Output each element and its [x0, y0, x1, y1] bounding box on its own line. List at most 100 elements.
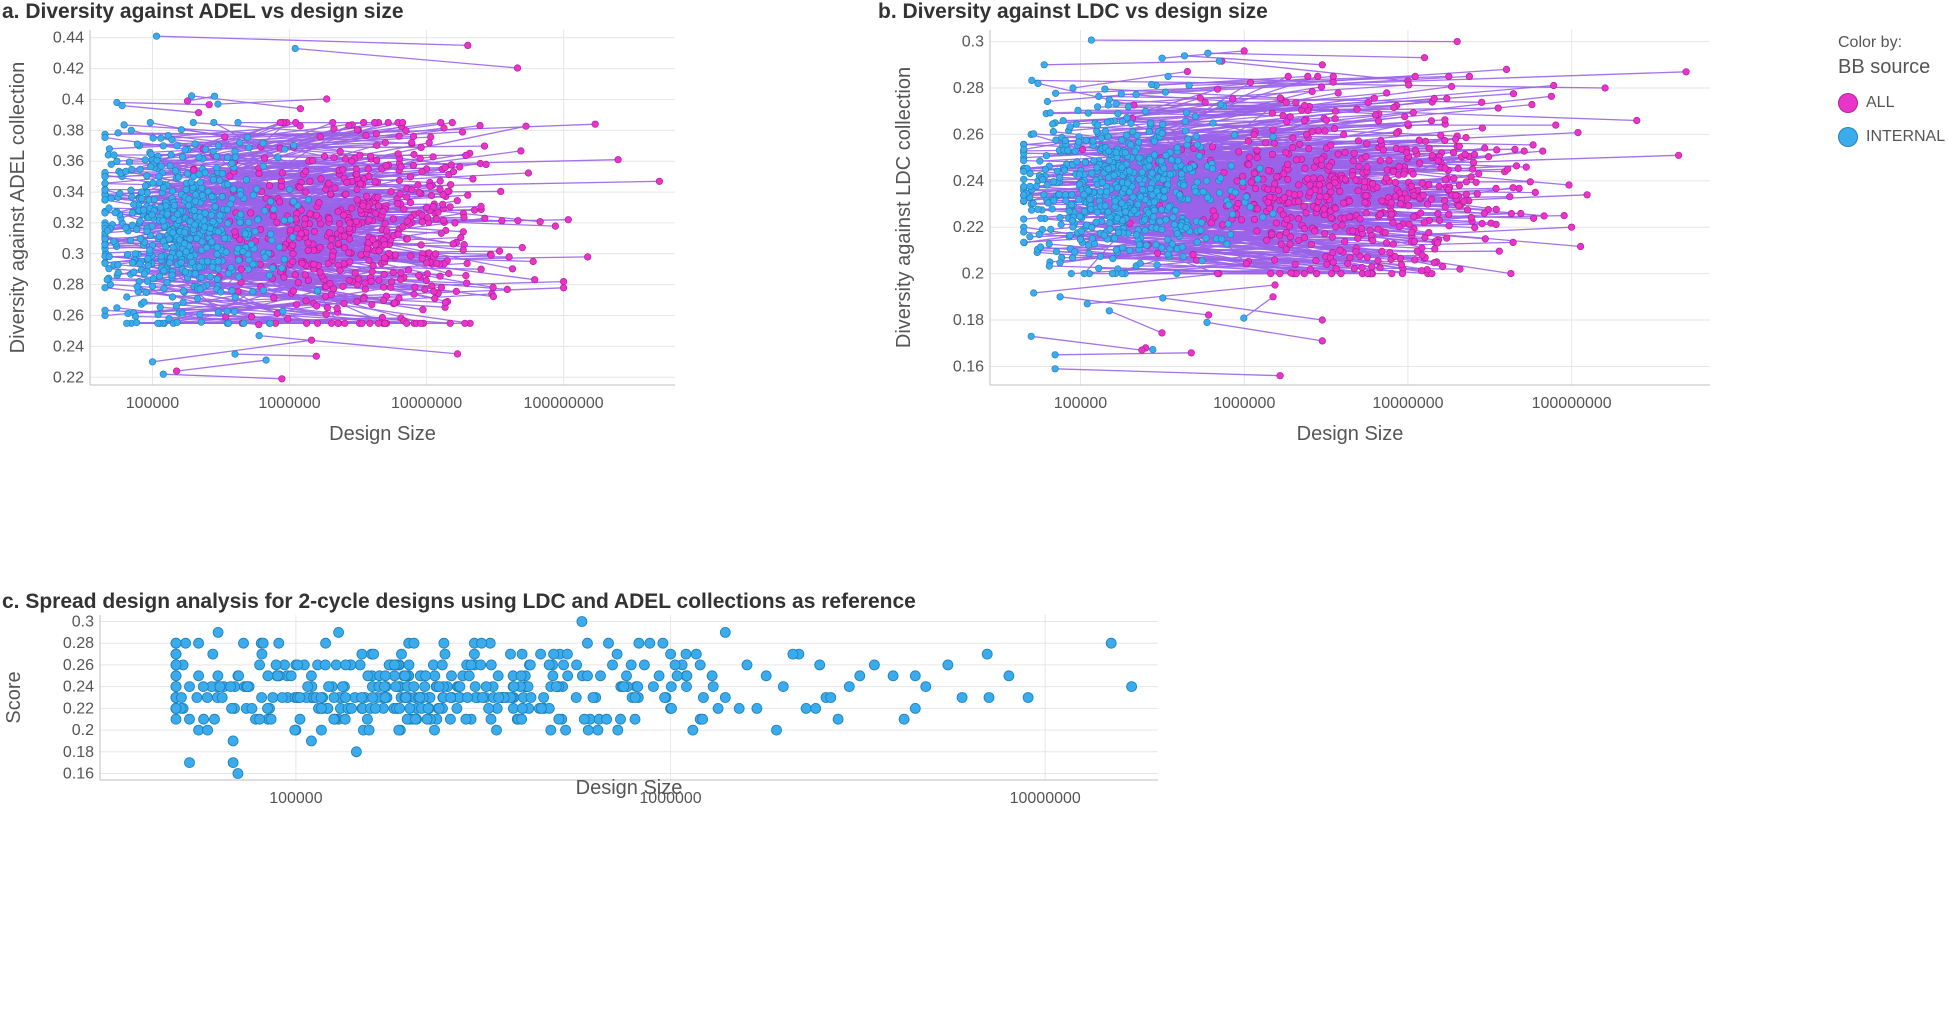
chart-a-point-internal[interactable] — [105, 204, 113, 212]
chart-a-point-internal[interactable] — [207, 211, 215, 219]
chart-b-point-all[interactable] — [1214, 85, 1222, 93]
chart-b-point-internal[interactable] — [1071, 248, 1079, 256]
chart-a-point-internal[interactable] — [105, 145, 113, 153]
chart-a-point-internal[interactable] — [148, 211, 156, 219]
chart-c-point[interactable] — [267, 692, 279, 703]
chart-b-point-all[interactable] — [1242, 260, 1251, 268]
chart-c-point[interactable] — [560, 724, 571, 736]
chart-c-point[interactable] — [545, 724, 557, 736]
chart-a-point-all[interactable] — [395, 176, 404, 185]
chart-a-point-internal[interactable] — [101, 241, 109, 249]
chart-a-point-internal[interactable] — [147, 150, 155, 158]
chart-c-point[interactable] — [272, 670, 283, 682]
chart-b-point-internal[interactable] — [1056, 214, 1064, 222]
chart-c-point[interactable] — [408, 681, 420, 692]
chart-b-point-all[interactable] — [1409, 109, 1417, 117]
chart-b-point-internal[interactable] — [1158, 244, 1166, 252]
chart-b-point-internal[interactable] — [1080, 270, 1088, 278]
chart-a-point-all[interactable] — [190, 166, 198, 174]
chart-b-point-internal[interactable] — [1240, 314, 1248, 322]
chart-a-point-all[interactable] — [389, 268, 397, 277]
chart-a-point-internal[interactable] — [190, 206, 198, 214]
chart-b-point-all[interactable] — [1515, 184, 1523, 192]
chart-a-point-internal[interactable] — [142, 288, 150, 297]
chart-b-point-internal[interactable] — [1082, 136, 1090, 144]
chart-c-point[interactable] — [592, 724, 604, 736]
chart-c-point[interactable] — [1003, 670, 1015, 682]
chart-c-point[interactable] — [760, 670, 772, 682]
chart-b-point-internal[interactable] — [1203, 318, 1211, 327]
chart-c-point[interactable] — [193, 724, 205, 736]
chart-b-point-internal[interactable] — [1164, 250, 1172, 258]
chart-b-point-internal[interactable] — [1166, 170, 1174, 178]
chart-a-point-all[interactable] — [463, 259, 471, 267]
chart-c-point[interactable] — [302, 681, 314, 692]
chart-a-point-internal[interactable] — [103, 276, 111, 284]
chart-b-point-all[interactable] — [1267, 270, 1275, 278]
chart-a-point-internal[interactable] — [223, 180, 232, 188]
chart-b-point-all[interactable] — [1154, 249, 1162, 257]
chart-a-point-all[interactable] — [462, 151, 470, 159]
chart-b-point-internal[interactable] — [1114, 110, 1122, 118]
chart-a-point-internal[interactable] — [228, 287, 236, 295]
chart-a-point-all[interactable] — [453, 350, 462, 358]
chart-a-point-internal[interactable] — [174, 210, 182, 218]
chart-b-point-all[interactable] — [1504, 165, 1512, 173]
chart-a-point-internal[interactable] — [231, 153, 239, 161]
chart-c-point[interactable] — [956, 692, 968, 703]
chart-b-point-all[interactable] — [1467, 173, 1475, 181]
chart-b-point-internal[interactable] — [1059, 117, 1067, 125]
chart-c-point[interactable] — [665, 681, 677, 692]
chart-a-point-internal[interactable] — [157, 162, 165, 170]
chart-a-point-internal[interactable] — [160, 267, 168, 275]
chart-b-point-all[interactable] — [1318, 316, 1326, 324]
chart-a-point-internal[interactable] — [128, 209, 137, 217]
chart-a-point-all[interactable] — [255, 169, 263, 178]
chart-b-point-internal[interactable] — [1092, 218, 1100, 226]
chart-a-point-all[interactable] — [584, 253, 592, 261]
chart-a-point-internal[interactable] — [143, 172, 151, 180]
chart-a-point-internal[interactable] — [182, 248, 190, 256]
chart-b-point-internal[interactable] — [1124, 103, 1132, 111]
chart-b-point-internal[interactable] — [1124, 179, 1132, 187]
chart-c-point[interactable] — [294, 692, 306, 703]
chart-c-point[interactable] — [690, 648, 702, 660]
chart-b-point-all[interactable] — [1220, 169, 1228, 177]
chart-a-point-all[interactable] — [353, 126, 361, 134]
chart-b-point-internal[interactable] — [1087, 205, 1095, 213]
chart-b-point-internal[interactable] — [1158, 129, 1166, 137]
chart-b-point-all[interactable] — [1205, 311, 1213, 319]
chart-b-point-internal[interactable] — [1072, 120, 1080, 128]
chart-a-point-all[interactable] — [362, 131, 370, 140]
chart-b-point-all[interactable] — [1253, 146, 1261, 154]
chart-a-point-internal[interactable] — [203, 244, 211, 252]
chart-b-point-all[interactable] — [1340, 130, 1348, 139]
chart-c-point[interactable] — [562, 648, 573, 660]
chart-a-point-all[interactable] — [395, 132, 403, 140]
chart-a-point-internal[interactable] — [213, 164, 221, 172]
chart-a-point-all[interactable] — [356, 180, 365, 188]
chart-b-point-all[interactable] — [1283, 215, 1291, 223]
chart-a-point-all[interactable] — [289, 257, 297, 266]
chart-b-point-all[interactable] — [1520, 147, 1528, 155]
chart-c-point[interactable] — [444, 713, 456, 725]
chart-a-point-all[interactable] — [444, 187, 452, 195]
chart-b-point-all[interactable] — [1240, 47, 1248, 55]
chart-b-point-internal[interactable] — [1043, 181, 1051, 189]
chart-b-point-all[interactable] — [1300, 270, 1308, 278]
chart-a-point-internal[interactable] — [196, 178, 204, 186]
chart-b-point-all[interactable] — [1282, 245, 1290, 253]
chart-c-point[interactable] — [612, 724, 624, 736]
chart-b-point-internal[interactable] — [1048, 205, 1056, 213]
chart-c-point[interactable] — [611, 648, 623, 660]
chart-a-point-all[interactable] — [446, 203, 454, 211]
chart-b-point-all[interactable] — [1431, 245, 1439, 253]
chart-b-point-all[interactable] — [1478, 220, 1486, 228]
chart-a-point-all[interactable] — [372, 130, 380, 138]
chart-c-point[interactable] — [170, 670, 182, 682]
chart-c-point[interactable] — [492, 670, 504, 682]
chart-b-point-internal[interactable] — [1209, 119, 1217, 127]
chart-c-point[interactable] — [607, 659, 618, 671]
chart-b-point-all[interactable] — [1445, 72, 1453, 81]
chart-b-point-all[interactable] — [1402, 148, 1411, 157]
